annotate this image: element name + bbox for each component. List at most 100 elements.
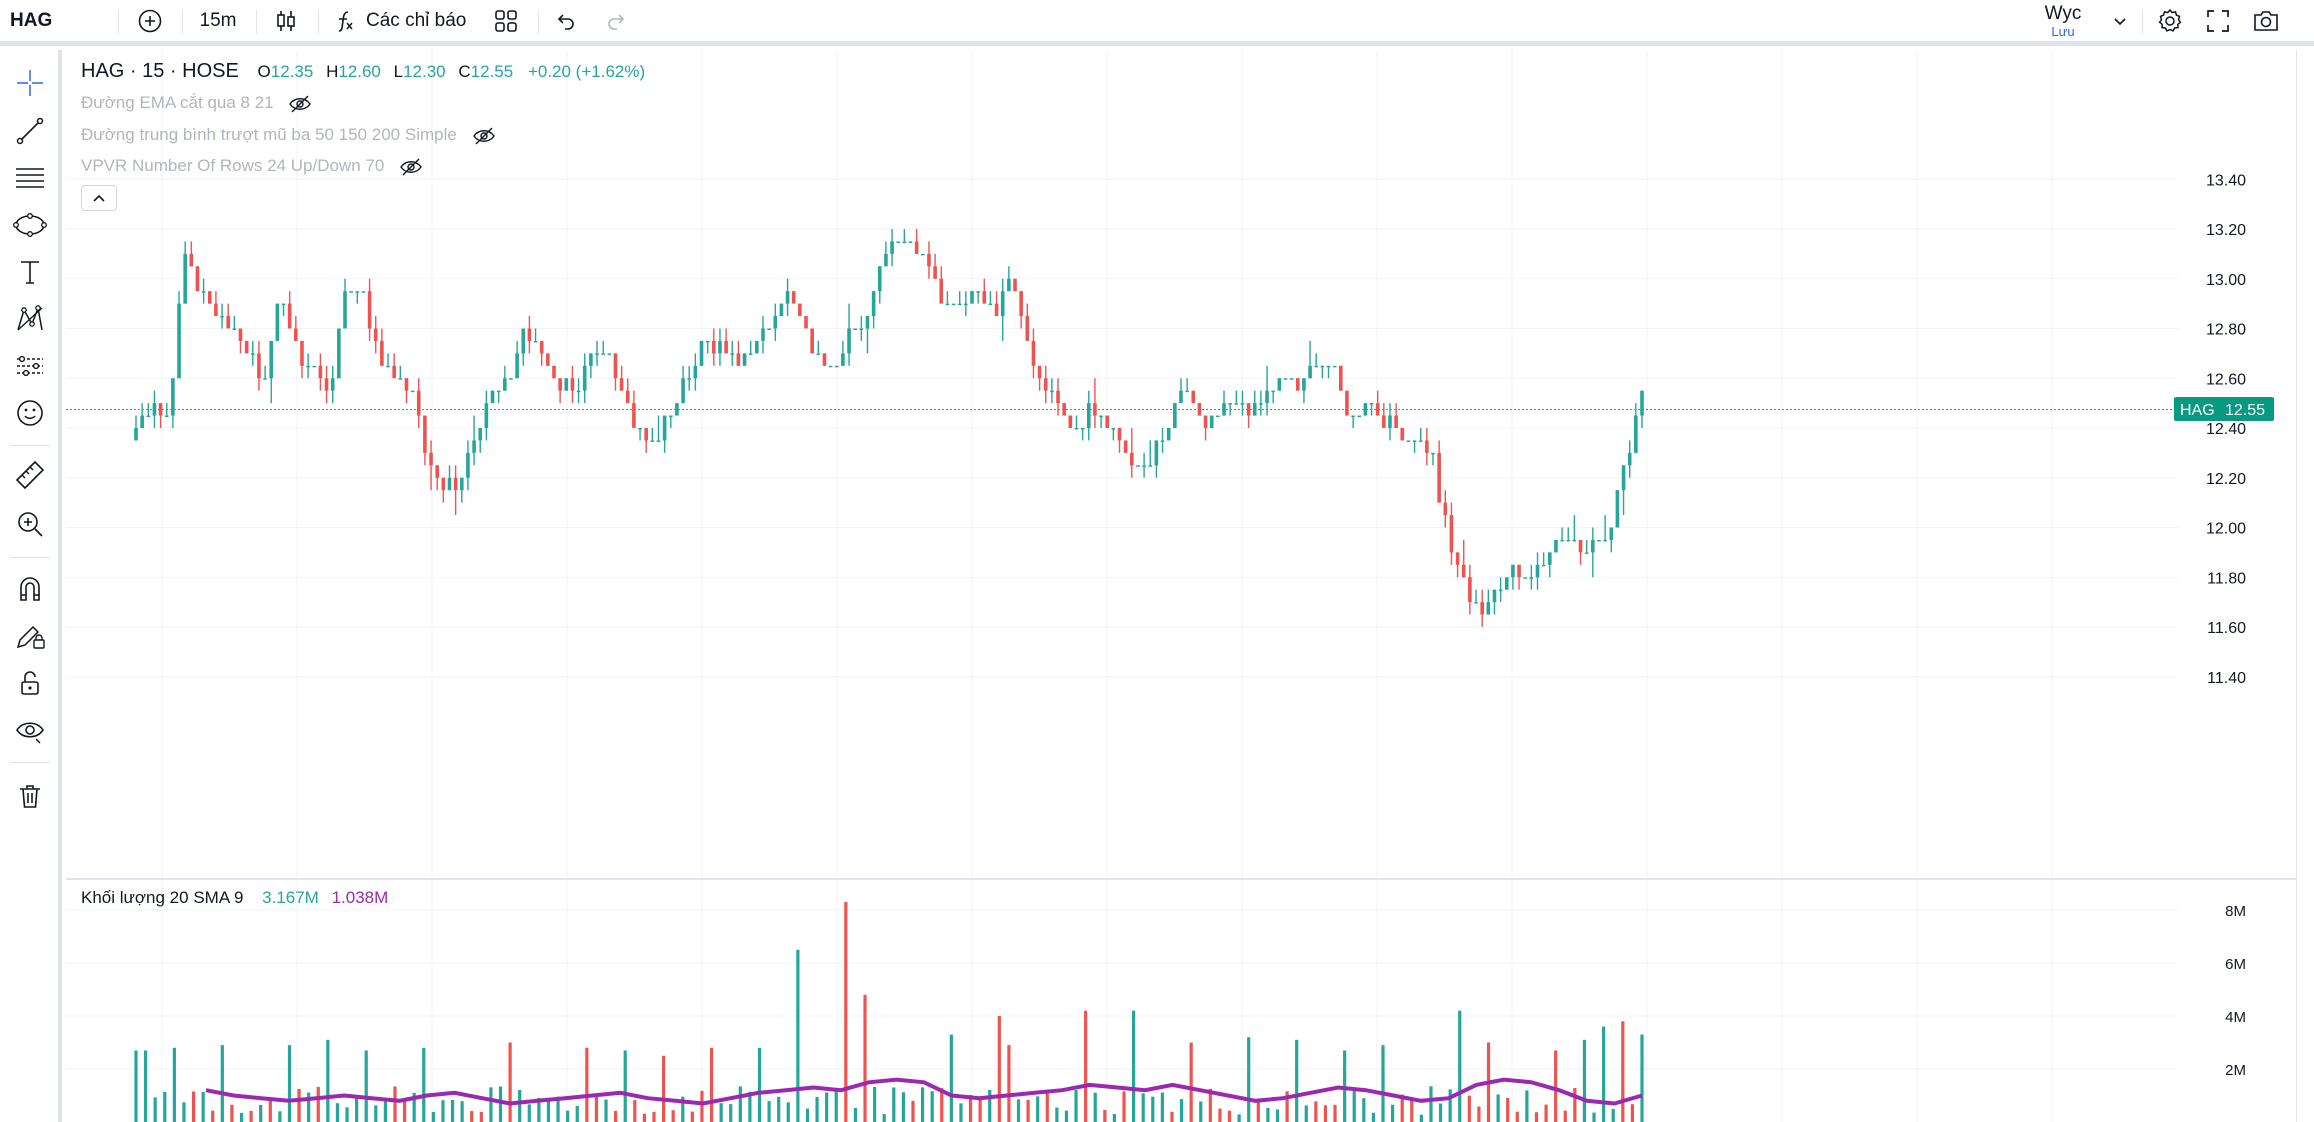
candle-body xyxy=(656,440,661,442)
indicators-label: Các chỉ báo xyxy=(366,10,467,31)
candle-body xyxy=(650,440,655,442)
indicator-legend-tema[interactable]: Đường trung bình trượt mũ ba 50 150 200 … xyxy=(81,125,496,146)
candle-body xyxy=(1394,415,1398,428)
open-value: 12.35 xyxy=(270,62,314,81)
interval-button[interactable]: 15m xyxy=(199,10,237,31)
text-tool-button[interactable] xyxy=(10,252,50,292)
candle-body xyxy=(736,353,741,366)
price-axis[interactable]: 13.40 13.20 13.00 12.80 12.60 12.40 12.20 12.00… xyxy=(2206,172,2246,687)
undo-button[interactable] xyxy=(548,0,584,42)
magnet-mode-button[interactable] xyxy=(10,569,50,609)
snapshot-button[interactable] xyxy=(2246,0,2286,42)
candle-body xyxy=(1597,539,1601,542)
candle-body xyxy=(343,291,347,329)
prediction-tool-button[interactable] xyxy=(10,346,50,386)
legend-title[interactable]: HAG · 15 · HOSE xyxy=(81,60,239,82)
volume-legend: Khối lượng 20 SMA 9 3.167M 1.038M xyxy=(81,888,388,908)
candle-body xyxy=(1234,403,1239,405)
crosshair-tool-button[interactable] xyxy=(10,63,50,103)
remove-drawings-button[interactable] xyxy=(10,776,50,816)
compare-add-symbol-button[interactable] xyxy=(132,0,168,42)
candle-body xyxy=(724,340,728,354)
volume-bar xyxy=(892,1087,896,1122)
candle-body xyxy=(681,378,685,404)
volume-bar xyxy=(1285,1091,1289,1122)
candle-body xyxy=(503,378,507,391)
icons-tool-button[interactable] xyxy=(10,393,50,433)
lock-drawings-button[interactable] xyxy=(10,663,50,703)
eye-off-icon[interactable] xyxy=(399,157,423,177)
layouts-button[interactable] xyxy=(488,0,524,42)
zoom-in-tool-button[interactable] xyxy=(10,504,50,544)
function-fx-icon xyxy=(338,11,353,32)
chart-area[interactable]: 13.40 13.20 13.00 12.80 12.60 12.40 12.20 12.00… xyxy=(66,50,2296,1122)
candle-body xyxy=(582,365,587,391)
layout-save-button[interactable]: Wyc Lưu xyxy=(2028,0,2098,42)
redo-button[interactable] xyxy=(598,0,634,42)
indicators-button[interactable]: Các chỉ báo xyxy=(332,0,472,42)
candle-body xyxy=(1166,428,1171,441)
symbol-search-button[interactable]: HAG xyxy=(10,10,53,31)
measure-tool-button[interactable] xyxy=(10,454,50,494)
hide-drawings-button[interactable] xyxy=(10,710,50,750)
volume-bar xyxy=(690,1111,694,1122)
candle-body xyxy=(533,340,538,343)
collapse-legend-button[interactable] xyxy=(81,185,117,211)
fullscreen-button[interactable] xyxy=(2198,0,2238,42)
candle-body xyxy=(269,340,274,379)
candle-body xyxy=(1007,278,1011,292)
patterns-tool-button[interactable] xyxy=(10,299,50,339)
stay-in-drawing-mode-button[interactable] xyxy=(10,616,50,656)
volume-bar xyxy=(1448,1089,1452,1122)
candle-body xyxy=(1246,403,1251,416)
candle-body xyxy=(410,390,415,393)
volume-bar xyxy=(1266,1107,1270,1122)
candle-body xyxy=(755,340,759,354)
volume-bar xyxy=(470,1111,474,1122)
candle-body xyxy=(1406,440,1411,442)
toolbar-divider xyxy=(2142,10,2143,34)
candle-body xyxy=(324,378,329,391)
candle-body xyxy=(1468,577,1472,603)
price-chart-svg[interactable]: 13.40 13.20 13.00 12.80 12.60 12.40 12.20 12.00… xyxy=(66,50,2296,1122)
candle-body xyxy=(964,303,968,306)
volume-axis[interactable]: 8M 6M 4M 2M xyxy=(2225,903,2246,1079)
eye-off-icon[interactable] xyxy=(472,126,496,146)
volume-bar xyxy=(220,1045,224,1122)
volume-bar xyxy=(326,1039,330,1122)
shapes-tool-button[interactable] xyxy=(10,205,50,245)
candle-body xyxy=(1332,365,1337,368)
toolbar-divider xyxy=(182,10,183,34)
candle-body xyxy=(330,378,335,391)
volume-bar xyxy=(546,1099,551,1122)
settings-button[interactable] xyxy=(2150,0,2190,42)
fib-retracement-tool-button[interactable] xyxy=(10,158,50,198)
candle-body xyxy=(1203,415,1208,428)
price-label-symbol: HAG xyxy=(2180,402,2215,419)
toolbar-divider xyxy=(10,762,50,763)
volume-bar xyxy=(767,1101,771,1122)
indicator-legend-vpvr[interactable]: VPVR Number Of Rows 24 Up/Down 70 xyxy=(81,156,423,177)
volume-bar xyxy=(623,1050,627,1122)
candle-body xyxy=(1584,552,1589,554)
high-label: H xyxy=(326,62,339,81)
text-icon xyxy=(21,261,39,284)
candle-body xyxy=(638,428,642,430)
layout-menu-button[interactable] xyxy=(2106,0,2134,42)
candle-body xyxy=(1037,365,1042,379)
candle-body xyxy=(552,365,556,379)
eye-off-icon[interactable] xyxy=(288,94,312,114)
trend-line-tool-button[interactable] xyxy=(10,111,50,151)
candle-body xyxy=(490,390,495,404)
volume-bar xyxy=(191,1091,196,1122)
volume-bar xyxy=(1304,1105,1308,1122)
volume-bar xyxy=(940,1088,944,1122)
candle-body xyxy=(1228,403,1232,405)
candle-body xyxy=(693,365,698,379)
indicator-legend-ema[interactable]: Đường EMA cắt qua 8 21 xyxy=(81,93,312,114)
candle-body xyxy=(1547,552,1552,565)
volume-bar xyxy=(1141,1093,1145,1122)
volume-legend-title[interactable]: Khối lượng 20 SMA 9 xyxy=(81,888,244,907)
volume-sma-value: 1.038M xyxy=(331,888,389,907)
chart-type-button[interactable] xyxy=(268,0,304,42)
